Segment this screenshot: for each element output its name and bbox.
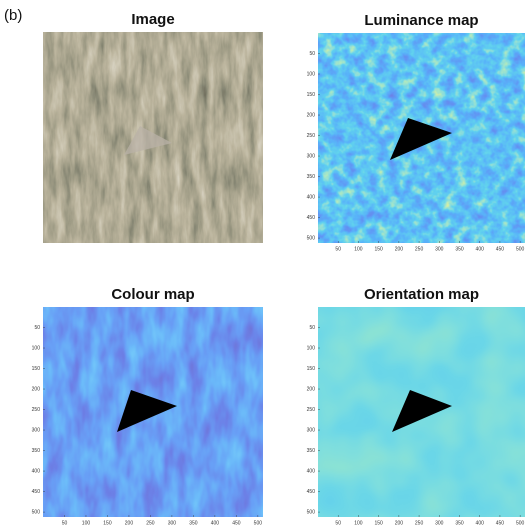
y-tick-label: 450 — [307, 489, 316, 495]
x-tick-label: 200 — [125, 520, 134, 526]
x-tick-label: 400 — [476, 246, 485, 252]
x-tick-label: 100 — [82, 520, 91, 526]
y-tick-label: 250 — [307, 133, 316, 139]
y-tick-label: 450 — [307, 215, 316, 221]
panel-title: Colour map — [111, 286, 194, 303]
y-tick-label: 350 — [307, 448, 316, 454]
y-tick-label: 250 — [307, 407, 316, 413]
y-tick-label: 200 — [307, 386, 316, 392]
y-tick-label: 200 — [307, 112, 316, 118]
y-tick-label: 250 — [32, 407, 41, 413]
figure: (b) Image Luminance map 50 100 150 200 250 300 3… — [0, 0, 527, 527]
x-tick-label: 250 — [415, 246, 424, 252]
x-tick-label: 150 — [374, 520, 383, 526]
x-tick-label: 200 — [395, 520, 404, 526]
panel-title: Luminance map — [364, 12, 478, 29]
y-tick-label: 300 — [307, 153, 316, 159]
x-tick-label: 300 — [435, 520, 444, 526]
y-tick-label: 400 — [32, 468, 41, 474]
y-tick-label: 400 — [307, 194, 316, 200]
y-tick-label: 150 — [307, 366, 316, 372]
panel-title: Orientation map — [364, 286, 479, 303]
y-tick-label: 200 — [32, 386, 41, 392]
x-tick-label: 100 — [354, 520, 363, 526]
panel-label: (b) — [4, 7, 22, 24]
y-tick-label: 400 — [307, 468, 316, 474]
x-tick-label: 250 — [415, 520, 424, 526]
y-tick-label: 500 — [307, 509, 316, 515]
x-tick-label: 500 — [516, 520, 525, 526]
x-tick-label: 150 — [103, 520, 112, 526]
x-tick-label: 100 — [354, 246, 363, 252]
x-tick-label: 150 — [374, 246, 383, 252]
x-tick-label: 350 — [455, 246, 464, 252]
y-tick-label: 50 — [309, 51, 315, 57]
y-tick-label: 300 — [307, 427, 316, 433]
y-tick-label: 450 — [32, 489, 41, 495]
x-tick-label: 450 — [496, 520, 505, 526]
y-tick-label: 50 — [34, 325, 40, 331]
y-tick-label: 350 — [307, 174, 316, 180]
y-tick-label: 150 — [307, 92, 316, 98]
x-tick-label: 250 — [146, 520, 155, 526]
x-tick-label: 450 — [496, 246, 505, 252]
y-tick-label: 300 — [32, 427, 41, 433]
y-tick-label: 350 — [32, 448, 41, 454]
x-tick-label: 400 — [211, 520, 220, 526]
x-tick-label: 50 — [335, 246, 341, 252]
x-tick-label: 450 — [232, 520, 241, 526]
x-tick-label: 500 — [516, 246, 525, 252]
x-tick-label: 500 — [254, 520, 263, 526]
y-tick-label: 100 — [307, 345, 316, 351]
y-tick-label: 100 — [32, 345, 41, 351]
x-tick-label: 200 — [395, 246, 404, 252]
x-tick-label: 50 — [335, 520, 341, 526]
y-tick-label: 100 — [307, 71, 316, 77]
x-tick-label: 400 — [476, 520, 485, 526]
x-tick-label: 350 — [455, 520, 464, 526]
y-tick-label: 500 — [307, 235, 316, 241]
y-tick-label: 500 — [32, 509, 41, 515]
y-tick-label: 150 — [32, 366, 41, 372]
x-tick-label: 50 — [62, 520, 68, 526]
x-tick-label: 350 — [189, 520, 198, 526]
panel-title: Image — [131, 11, 174, 28]
x-tick-label: 300 — [435, 246, 444, 252]
x-tick-label: 300 — [168, 520, 177, 526]
y-tick-label: 50 — [309, 325, 315, 331]
